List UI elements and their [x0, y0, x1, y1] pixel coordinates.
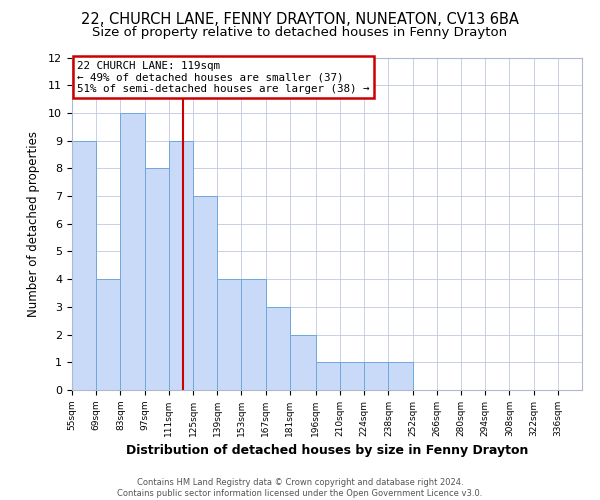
Bar [72, 140, 96, 390]
Bar [266, 307, 290, 390]
Y-axis label: Number of detached properties: Number of detached properties [27, 130, 40, 317]
Text: Size of property relative to detached houses in Fenny Drayton: Size of property relative to detached ho… [92, 26, 508, 39]
Text: Contains HM Land Registry data © Crown copyright and database right 2024.
Contai: Contains HM Land Registry data © Crown c… [118, 478, 482, 498]
Bar [169, 140, 193, 390]
Bar [340, 362, 364, 390]
Bar [217, 279, 241, 390]
Bar [121, 113, 145, 390]
Bar [193, 196, 217, 390]
Bar [364, 362, 388, 390]
Bar [388, 362, 413, 390]
Bar [290, 334, 316, 390]
Text: 22 CHURCH LANE: 119sqm
← 49% of detached houses are smaller (37)
51% of semi-det: 22 CHURCH LANE: 119sqm ← 49% of detached… [77, 61, 370, 94]
Bar [96, 279, 121, 390]
Bar [316, 362, 340, 390]
Text: 22, CHURCH LANE, FENNY DRAYTON, NUNEATON, CV13 6BA: 22, CHURCH LANE, FENNY DRAYTON, NUNEATON… [81, 12, 519, 28]
X-axis label: Distribution of detached houses by size in Fenny Drayton: Distribution of detached houses by size … [126, 444, 528, 458]
Bar [241, 279, 266, 390]
Bar [145, 168, 169, 390]
